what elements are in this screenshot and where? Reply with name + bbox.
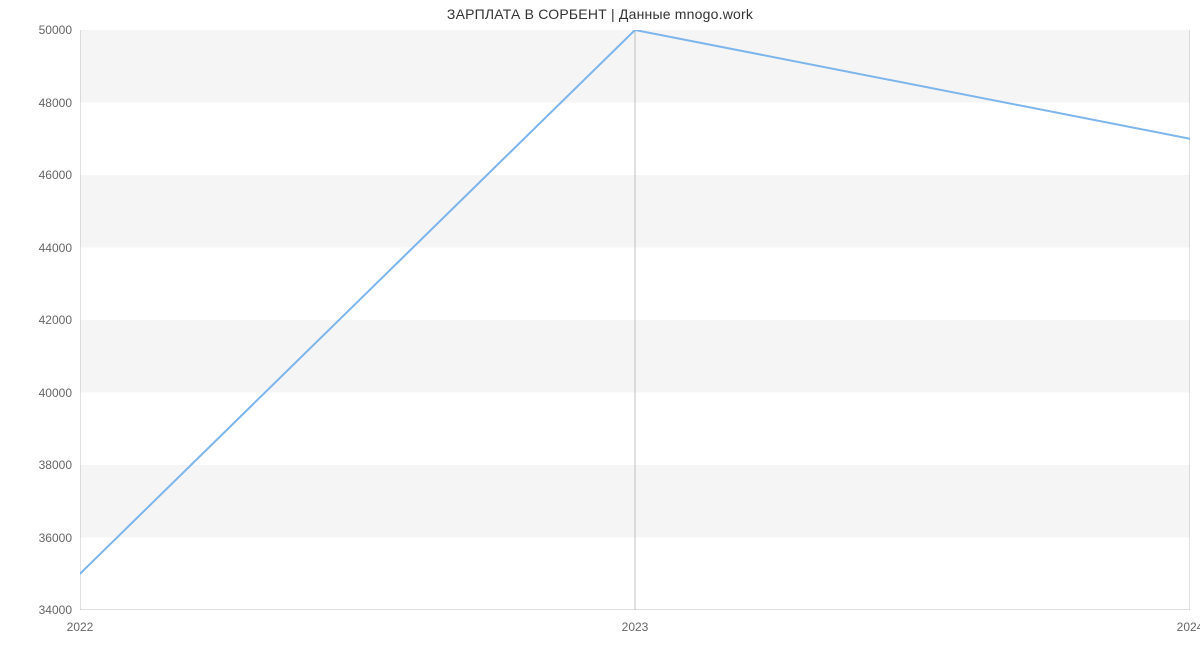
salary-line-chart: ЗАРПЛАТА В СОРБЕНТ | Данные mnogo.work 3… (0, 0, 1200, 650)
y-tick-label: 38000 (0, 458, 72, 472)
y-tick-label: 34000 (0, 603, 72, 617)
y-tick-label: 42000 (0, 313, 72, 327)
y-tick-label: 50000 (0, 23, 72, 37)
x-tick-label: 2022 (67, 620, 94, 634)
y-tick-label: 46000 (0, 168, 72, 182)
plot-area (80, 30, 1190, 610)
chart-title: ЗАРПЛАТА В СОРБЕНТ | Данные mnogo.work (0, 6, 1200, 22)
x-tick-label: 2024 (1177, 620, 1200, 634)
y-tick-label: 44000 (0, 241, 72, 255)
y-tick-label: 40000 (0, 386, 72, 400)
y-tick-label: 36000 (0, 531, 72, 545)
x-tick-label: 2023 (622, 620, 649, 634)
y-tick-label: 48000 (0, 96, 72, 110)
